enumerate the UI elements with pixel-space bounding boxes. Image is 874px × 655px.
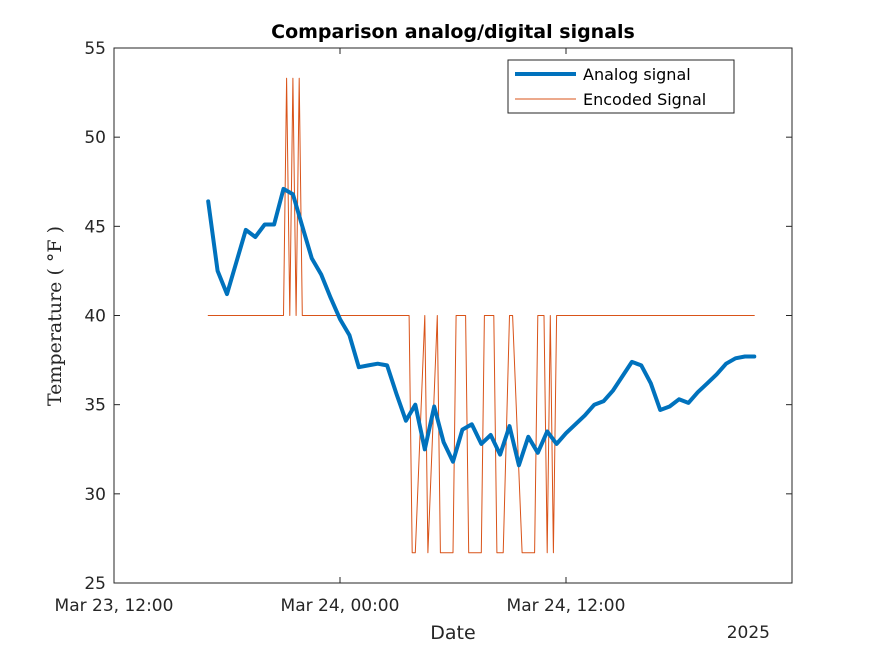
y-tick-label: 35 <box>84 396 106 416</box>
y-tick-label: 55 <box>84 39 106 59</box>
series-layer <box>206 77 757 554</box>
series-line-analog <box>206 186 757 468</box>
year-label: 2025 <box>727 623 770 643</box>
y-tick-label: 50 <box>84 128 106 148</box>
chart-title: Comparison analog/digital signals <box>271 21 635 43</box>
tick-layer: 25 30 35 40 45 50 55 Mar 23, 12:00 Mar 24, 00:00… <box>55 39 792 616</box>
y-tick-label: 30 <box>84 485 106 505</box>
y-axis-label: Temperature ( °F ) <box>44 226 66 406</box>
legend: Analog signal Encoded Signal <box>507 59 735 114</box>
x-axis-label: Date <box>430 622 475 644</box>
series-line-encoded <box>207 77 755 554</box>
x-tick-label: Mar 23, 12:00 <box>55 596 174 616</box>
x-tick-label: Mar 24, 12:00 <box>507 596 626 616</box>
y-tick-label: 40 <box>84 307 106 327</box>
legend-box <box>507 59 735 114</box>
legend-label-analog: Analog signal <box>583 65 691 84</box>
y-tick-label: 45 <box>84 217 106 237</box>
legend-label-encoded: Encoded Signal <box>583 90 706 109</box>
y-tick-label: 25 <box>84 574 106 594</box>
x-tick-label: Mar 24, 00:00 <box>281 596 400 616</box>
